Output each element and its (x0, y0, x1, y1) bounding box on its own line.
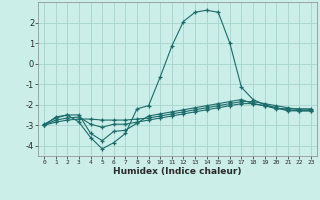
X-axis label: Humidex (Indice chaleur): Humidex (Indice chaleur) (113, 167, 242, 176)
